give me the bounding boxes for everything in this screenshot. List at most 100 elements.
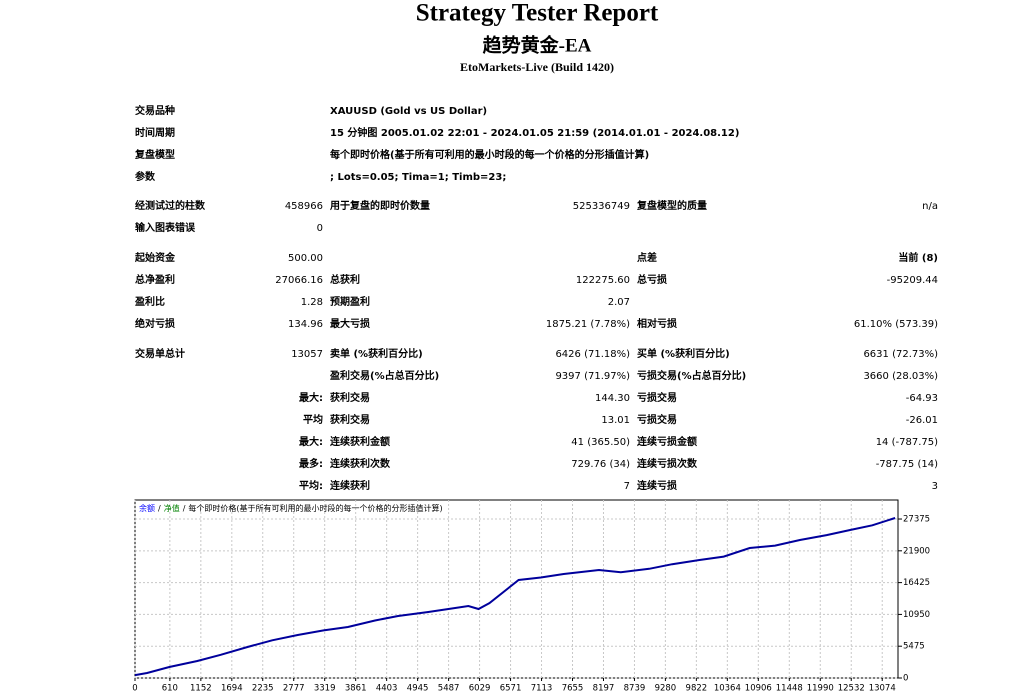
- chart-frame: [134, 499, 899, 679]
- table-cell: 复盘模型的质量: [636, 199, 707, 212]
- table-cell: 平均: [303, 413, 323, 426]
- table-cell: 时间周期: [135, 126, 175, 139]
- x-tick-label: 8739: [624, 684, 646, 694]
- table-cell: 盈利交易(%占总百分比): [329, 369, 439, 382]
- table-cell: 亏损交易: [637, 413, 677, 426]
- table-cell: 盈利比: [134, 295, 165, 308]
- x-tick-label: 7655: [562, 684, 584, 694]
- table-cell: 用于复盘的即时价数量: [329, 199, 430, 212]
- table-cell: 1.28: [301, 297, 323, 308]
- table-cell: 点差: [637, 251, 657, 264]
- x-tick-label: 5487: [438, 684, 460, 694]
- table-cell: 144.30: [595, 393, 630, 404]
- x-tick-label: 11990: [807, 684, 834, 694]
- table-cell: 亏损交易(%占总百分比): [637, 369, 746, 382]
- x-tick-label: 3319: [314, 684, 336, 694]
- x-tick-label: 8197: [593, 684, 615, 694]
- table-cell: 458966: [285, 201, 323, 212]
- table-cell: 绝对亏损: [135, 317, 175, 330]
- table-cell: 3: [932, 481, 938, 492]
- y-tick-label: 5475: [903, 642, 925, 652]
- table-cell: 3660 (28.03%): [863, 371, 938, 382]
- x-tick-label: 0: [132, 684, 137, 694]
- table-cell: 平均:: [299, 479, 323, 492]
- y-tick-label: 10950: [903, 610, 930, 620]
- table-cell: 0: [317, 223, 323, 234]
- table-cell: 亏损交易: [637, 391, 677, 404]
- table-cell: 最大亏损: [330, 317, 370, 330]
- table-cell: 总净盈利: [135, 273, 175, 286]
- chart-legend: 余额 / 净值 / 每个即时价格(基于所有可利用的最小时段的每一个价格的分形插值计算): [139, 503, 443, 513]
- x-tick-label: 3861: [345, 684, 367, 694]
- y-tick-label: 27375: [903, 515, 930, 525]
- table-cell: 7: [624, 481, 630, 492]
- report-title: Strategy Tester Report: [416, 0, 659, 27]
- table-cell: n/a: [922, 201, 938, 212]
- server-name: EtoMarkets-Live (Build 1420): [460, 60, 614, 74]
- table-cell: 6426 (71.18%): [555, 349, 630, 360]
- legend-item: 净值: [164, 503, 180, 513]
- table-cell: 获利交易: [329, 391, 370, 404]
- table-cell: 连续获利: [330, 479, 370, 492]
- table-cell: 输入图表错误: [135, 221, 196, 234]
- y-tick-label: 0: [903, 674, 908, 684]
- x-tick-label: 6571: [500, 684, 522, 694]
- table-cell: 参数: [135, 170, 156, 183]
- x-tick-label: 9280: [655, 684, 677, 694]
- table-cell: 总亏损: [637, 273, 667, 286]
- table-cell: 相对亏损: [637, 317, 677, 330]
- table-cell: 最多:: [299, 457, 323, 470]
- table-cell: 9397 (71.97%): [555, 371, 630, 382]
- table-cell: 6631 (72.73%): [863, 349, 938, 360]
- x-tick-label: 1152: [190, 684, 212, 694]
- table-cell: 经测试过的柱数: [135, 199, 206, 212]
- table-cell: ; Lots=0.05; Tima=1; Timb=23;: [330, 172, 506, 183]
- table-cell: 交易单总计: [135, 347, 185, 360]
- x-tick-label: 11448: [776, 684, 803, 694]
- table-cell: 27066.16: [275, 275, 323, 286]
- legend-item: 每个即时价格(基于所有可利用的最小时段的每一个价格的分形插值计算): [188, 503, 442, 513]
- table-cell: 连续亏损: [637, 479, 677, 492]
- table-cell: 连续获利次数: [330, 457, 391, 470]
- x-tick-label: 9822: [686, 684, 708, 694]
- x-tick-label: 10906: [745, 684, 772, 694]
- table-cell: 当前 (8): [898, 251, 938, 264]
- x-tick-label: 10364: [714, 684, 741, 694]
- table-cell: 连续获利金额: [330, 435, 390, 448]
- table-cell: 买单 (%获利百分比): [637, 347, 730, 360]
- legend-item: 余额: [139, 503, 155, 513]
- table-cell: 获利交易: [329, 413, 370, 426]
- table-cell: 122275.60: [576, 275, 630, 286]
- table-cell: 连续亏损金额: [637, 435, 697, 448]
- table-cell: 500.00: [288, 253, 323, 264]
- table-cell: 连续亏损次数: [637, 457, 698, 470]
- table-cell: XAUUSD (Gold vs US Dollar): [330, 106, 487, 117]
- table-cell: 41 (365.50): [571, 437, 630, 448]
- table-cell: 729.76 (34): [571, 459, 630, 470]
- report-subtitle: 趋势黄金-EA: [483, 33, 592, 56]
- x-tick-label: 4945: [407, 684, 429, 694]
- x-tick-label: 2777: [283, 684, 305, 694]
- table-cell: 14 (-787.75): [876, 437, 938, 448]
- x-tick-label: 12532: [838, 684, 865, 694]
- table-cell: -95209.44: [887, 275, 938, 286]
- y-tick-label: 21900: [903, 546, 930, 556]
- table-cell: 134.96: [288, 319, 323, 330]
- x-tick-label: 2235: [252, 684, 274, 694]
- table-cell: 复盘模型: [134, 148, 175, 161]
- table-cell: -787.75 (14): [876, 459, 938, 470]
- legend-item: /: [158, 504, 161, 513]
- y-tick-label: 16425: [903, 578, 930, 588]
- table-cell: 13057: [291, 349, 323, 360]
- table-cell: 13.01: [601, 415, 630, 426]
- x-tick-label: 1694: [221, 684, 243, 694]
- table-cell: 1875.21 (7.78%): [546, 319, 630, 330]
- x-tick-label: 13074: [869, 684, 896, 694]
- table-cell: 预期盈利: [330, 295, 370, 308]
- x-tick-label: 6029: [469, 684, 491, 694]
- table-cell: 每个即时价格(基于所有可利用的最小时段的每一个价格的分形插值计算): [330, 148, 649, 161]
- table-cell: 总获利: [330, 273, 360, 286]
- table-cell: 525336749: [573, 201, 630, 212]
- table-cell: 卖单 (%获利百分比): [330, 347, 423, 360]
